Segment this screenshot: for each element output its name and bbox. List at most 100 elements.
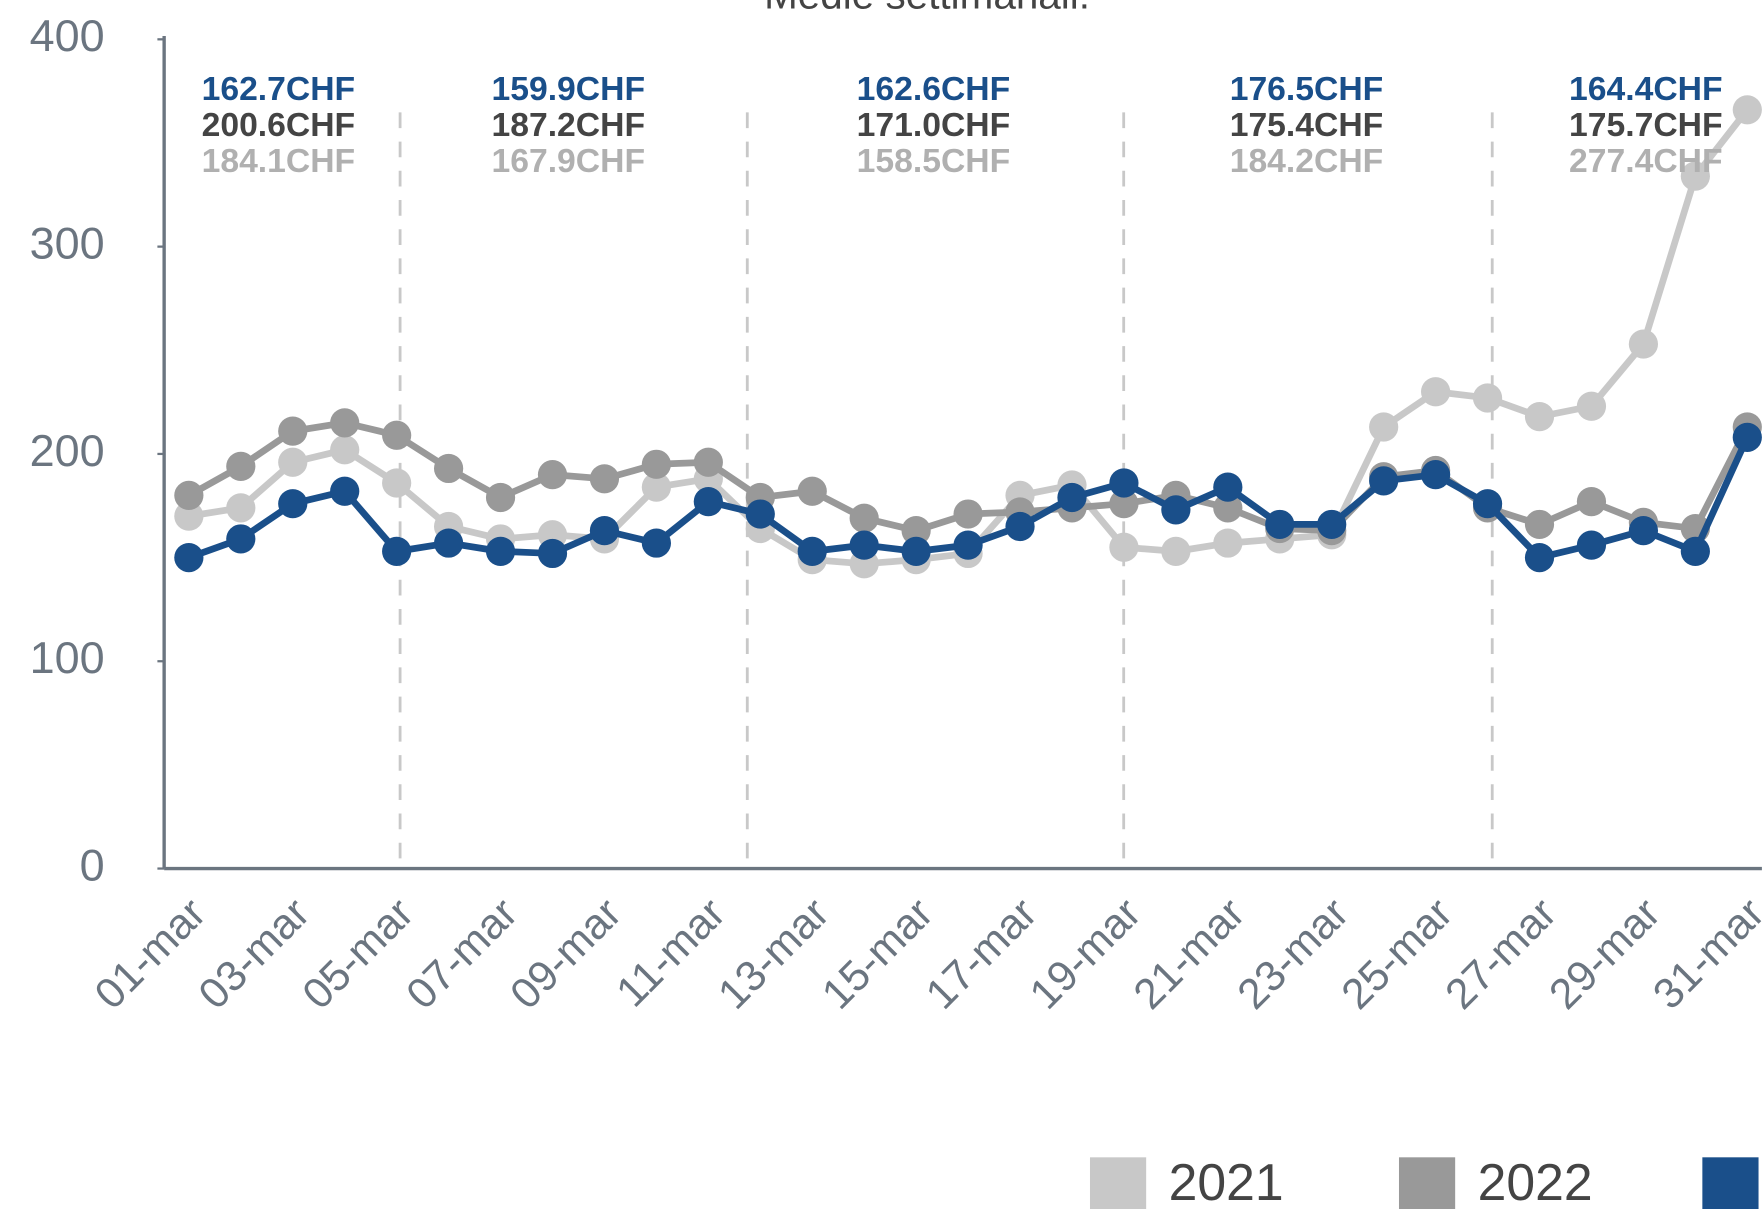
data-point	[797, 536, 827, 566]
y-tick-label: 0	[80, 839, 105, 890]
data-point	[1213, 528, 1243, 558]
weekly-average: 164.4CHF	[1569, 70, 1723, 108]
data-point	[433, 453, 464, 484]
data-point	[226, 493, 256, 523]
x-tick-label: 09-mar	[501, 889, 631, 1019]
data-point	[641, 528, 671, 558]
data-point	[537, 460, 568, 490]
weekly-average: 175.7CHF	[1569, 106, 1723, 144]
y-tick-label: 100	[30, 632, 105, 683]
data-point	[485, 536, 516, 566]
data-point	[1680, 536, 1710, 566]
data-point	[278, 447, 308, 477]
data-point	[1109, 489, 1139, 519]
data-point	[382, 536, 412, 566]
data-point	[953, 499, 983, 529]
data-point	[589, 464, 620, 494]
x-tick-label: 23-mar	[1228, 889, 1358, 1019]
data-point	[589, 516, 620, 546]
data-point	[1576, 487, 1607, 517]
y-tick-label: 400	[30, 10, 105, 61]
data-point	[849, 530, 879, 560]
data-point	[1109, 532, 1139, 562]
weekly-average: 175.4CHF	[1230, 106, 1384, 144]
data-point	[174, 542, 204, 573]
weekly-average: 159.9CHF	[491, 70, 645, 108]
data-point	[174, 480, 204, 511]
x-tick-label: 19-mar	[1021, 889, 1151, 1019]
data-point	[226, 451, 256, 481]
x-tick-label: 11-mar	[607, 889, 734, 1016]
y-tick-label: 300	[30, 218, 105, 269]
data-point	[641, 472, 671, 502]
x-tick-label: 27-mar	[1436, 889, 1566, 1019]
x-tick-label: 03-mar	[189, 889, 319, 1019]
data-point	[1628, 516, 1659, 546]
data-point	[1576, 391, 1607, 421]
weekly-average: 158.5CHF	[857, 142, 1011, 180]
data-point	[1161, 495, 1191, 525]
data-point	[953, 530, 983, 560]
data-point	[1680, 161, 1710, 191]
data-point	[330, 476, 360, 506]
data-point	[1161, 536, 1191, 566]
data-point	[1109, 468, 1139, 498]
data-point	[693, 487, 723, 517]
data-point	[1265, 509, 1295, 540]
legend-swatch	[1398, 1157, 1456, 1209]
data-point	[901, 536, 931, 566]
weekly-average: 162.7CHF	[202, 70, 356, 108]
x-tick-label: 29-mar	[1540, 889, 1670, 1019]
data-point	[693, 447, 723, 477]
x-tick-label: 13-mar	[709, 889, 839, 1019]
weekly-average: 162.6CHF	[857, 70, 1011, 108]
data-point	[1524, 542, 1555, 573]
weekly-average: 184.2CHF	[1230, 142, 1384, 180]
data-point	[330, 408, 360, 438]
x-tick-label: 21-mar	[1125, 889, 1255, 1019]
data-point	[433, 528, 464, 558]
data-point	[1472, 383, 1503, 413]
x-tick-label: 01-mar	[86, 889, 216, 1019]
data-point	[1369, 412, 1399, 442]
data-point	[330, 435, 360, 465]
data-point	[1576, 530, 1607, 560]
weekly-average: 187.2CHF	[491, 106, 645, 144]
data-point	[1524, 402, 1555, 432]
weekly-average: 200.6CHF	[202, 106, 356, 144]
data-point	[1472, 489, 1503, 519]
data-point	[797, 476, 827, 506]
data-point	[278, 416, 308, 446]
weekly-average: 184.1CHF	[202, 142, 356, 180]
data-point	[1628, 329, 1659, 359]
x-tick-label: 17-mar	[917, 889, 1047, 1019]
weekly-average: 171.0CHF	[857, 106, 1011, 144]
data-point	[1732, 422, 1762, 452]
data-point	[1213, 493, 1243, 523]
data-point	[382, 468, 412, 498]
data-point	[1524, 509, 1555, 540]
data-point	[174, 501, 204, 531]
data-point	[1317, 509, 1347, 540]
weekly-average: 277.4CHF	[1569, 142, 1723, 180]
legend-label: 2022	[1478, 1153, 1593, 1209]
data-point	[641, 449, 671, 479]
y-tick-label: 200	[30, 425, 105, 476]
weekly-average: 167.9CHF	[491, 142, 645, 180]
series	[174, 422, 1762, 573]
data-point	[1421, 460, 1451, 490]
week-separators	[398, 112, 1494, 866]
x-tick-label: 15-mar	[813, 889, 943, 1019]
legend-swatch	[1702, 1157, 1759, 1209]
weekly-average: 176.5CHF	[1230, 70, 1384, 108]
data-point	[901, 516, 931, 546]
data-point	[745, 499, 775, 529]
data-point	[537, 538, 568, 569]
data-point	[226, 524, 256, 554]
data-point	[849, 503, 879, 533]
legend-label: 2021	[1169, 1153, 1284, 1209]
data-point	[485, 482, 516, 513]
data-point	[1057, 482, 1087, 513]
data-point	[1732, 95, 1762, 125]
